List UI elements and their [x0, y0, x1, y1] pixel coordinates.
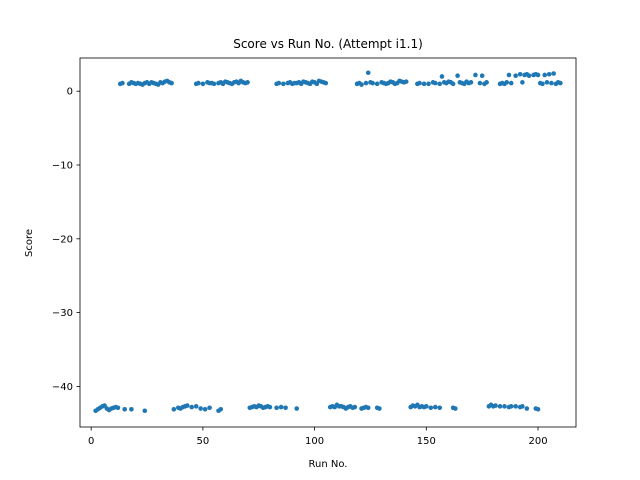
data-point	[484, 80, 489, 85]
data-point	[365, 405, 371, 411]
data-point	[142, 408, 148, 414]
data-point	[520, 80, 525, 85]
data-point	[276, 80, 282, 86]
data-point	[377, 406, 382, 411]
data-point	[196, 80, 201, 86]
data-point	[370, 80, 375, 86]
data-point	[421, 81, 427, 87]
data-point	[508, 404, 514, 409]
data-point	[497, 404, 503, 409]
data-point	[513, 73, 518, 79]
y-axis-title: Score	[24, 229, 35, 257]
x-axis-title: Run No.	[309, 459, 348, 470]
data-point	[549, 80, 554, 86]
data-point	[363, 80, 369, 86]
data-point	[526, 73, 532, 79]
data-point	[352, 404, 358, 410]
data-point	[477, 80, 483, 86]
data-point	[189, 404, 195, 410]
data-point	[432, 80, 438, 86]
x-axis: 0 50 100 150 200	[88, 427, 548, 447]
x-tick-label: 100	[305, 436, 324, 447]
data-point	[439, 74, 445, 79]
data-point	[546, 71, 552, 77]
data-point	[120, 80, 125, 86]
data-point	[424, 404, 429, 409]
data-point	[535, 406, 541, 412]
data-point	[479, 73, 485, 79]
data-point	[455, 73, 460, 79]
data-point	[473, 72, 478, 78]
x-tick-label: 150	[417, 436, 436, 447]
data-point	[202, 406, 208, 412]
data-point	[506, 72, 512, 78]
data-point	[283, 405, 288, 411]
data-point	[542, 72, 548, 78]
y-tick-label: −10	[52, 161, 73, 172]
data-point	[535, 72, 541, 78]
data-point	[513, 404, 518, 409]
data-point	[520, 404, 525, 409]
data-point	[403, 79, 409, 84]
data-point	[245, 80, 250, 85]
plot-points	[93, 70, 563, 414]
x-tick-label: 200	[528, 436, 547, 447]
data-point	[281, 81, 286, 87]
data-point	[115, 405, 121, 411]
data-point	[437, 405, 443, 411]
data-point	[129, 406, 134, 412]
data-point	[524, 406, 530, 411]
data-point	[450, 81, 456, 87]
data-point	[453, 406, 458, 411]
data-point	[122, 406, 127, 412]
data-point	[468, 80, 474, 85]
data-point	[323, 80, 329, 86]
data-point	[218, 406, 224, 412]
data-point	[207, 405, 212, 411]
data-point	[278, 404, 284, 410]
data-point	[169, 80, 174, 86]
y-tick-label: −40	[52, 382, 73, 393]
data-point	[432, 404, 438, 410]
data-point	[437, 81, 443, 87]
data-point	[504, 80, 510, 85]
data-point	[294, 406, 300, 411]
data-point	[193, 404, 199, 409]
data-point	[517, 71, 523, 77]
data-point	[544, 80, 550, 85]
data-point	[508, 80, 514, 86]
data-point	[540, 81, 545, 87]
x-tick-label: 0	[88, 436, 94, 447]
data-point	[274, 405, 279, 411]
data-point	[502, 404, 507, 409]
y-tick-label: 0	[67, 87, 73, 98]
data-point	[267, 404, 273, 410]
data-point	[359, 82, 364, 87]
chart-title: Score vs Run No. (Attempt i1.1)	[233, 37, 423, 51]
data-point	[200, 81, 206, 87]
data-point	[211, 81, 217, 87]
y-tick-label: −20	[52, 234, 73, 245]
data-point	[417, 80, 422, 86]
data-point	[551, 71, 556, 76]
y-axis: 0 −10 −20 −30 −40	[52, 87, 80, 393]
y-tick-label: −30	[52, 308, 73, 319]
data-point	[426, 81, 431, 87]
data-point	[428, 405, 434, 411]
data-point	[493, 403, 498, 408]
data-point	[171, 406, 177, 412]
data-point	[198, 406, 203, 411]
plot-frame	[79, 57, 577, 428]
data-point	[365, 70, 371, 76]
data-point	[558, 80, 563, 86]
data-point	[374, 81, 380, 87]
data-point	[184, 403, 190, 408]
x-tick-label: 50	[197, 436, 210, 447]
